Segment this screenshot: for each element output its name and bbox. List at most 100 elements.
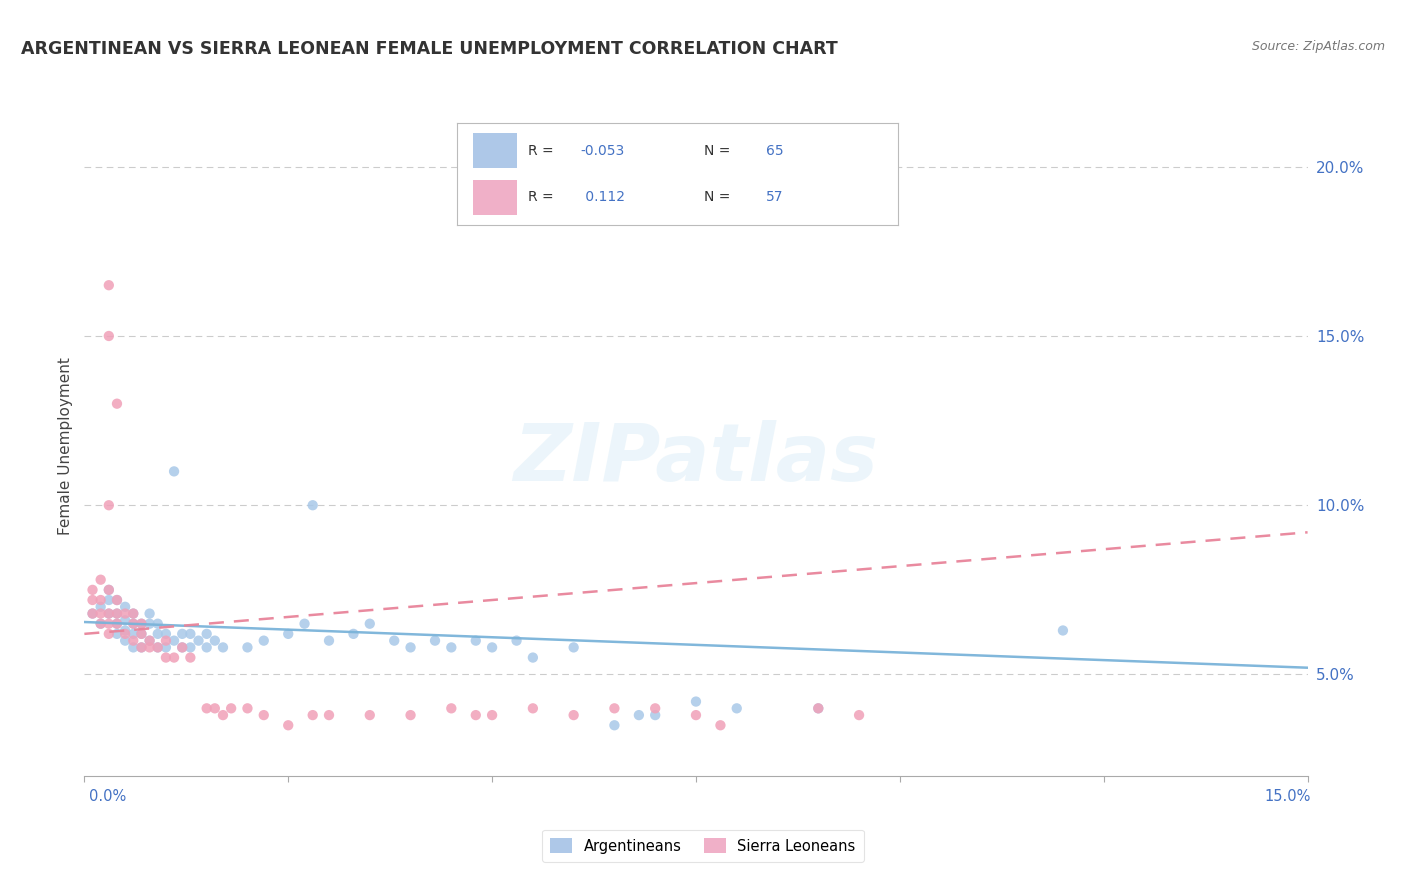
Point <box>294 616 316 631</box>
Point <box>440 701 463 715</box>
Point <box>97 278 120 293</box>
Point <box>155 633 177 648</box>
Point <box>114 607 136 621</box>
Point <box>97 329 120 343</box>
Point <box>219 701 242 715</box>
Point <box>562 640 585 655</box>
Point <box>82 593 104 607</box>
Point <box>204 633 226 648</box>
Point <box>423 633 446 648</box>
Point <box>105 607 128 621</box>
Point <box>155 640 177 655</box>
Point <box>163 633 186 648</box>
Point <box>464 633 486 648</box>
Point <box>146 640 169 655</box>
Point <box>195 627 218 641</box>
Point <box>105 397 128 411</box>
Point <box>195 701 218 715</box>
Point <box>277 627 299 641</box>
Point <box>155 627 177 641</box>
Point <box>179 640 201 655</box>
Point <box>122 616 145 631</box>
Point <box>105 607 128 621</box>
Point <box>685 695 707 709</box>
Point <box>179 650 201 665</box>
Point <box>481 708 503 723</box>
Point <box>114 627 136 641</box>
Point <box>236 701 259 715</box>
Point <box>464 708 486 723</box>
Point <box>163 464 186 478</box>
Point <box>97 616 120 631</box>
Point <box>481 640 503 655</box>
Point <box>172 640 194 655</box>
Point <box>146 616 169 631</box>
Point <box>90 607 112 621</box>
Point <box>114 633 136 648</box>
Point <box>342 627 364 641</box>
Point <box>522 701 544 715</box>
Point <box>522 650 544 665</box>
Point <box>187 633 209 648</box>
Point <box>155 650 177 665</box>
Point <box>179 627 201 641</box>
Point <box>318 633 340 648</box>
Point <box>318 708 340 723</box>
Point <box>97 498 120 512</box>
Point <box>146 627 169 641</box>
Point <box>253 708 276 723</box>
Point <box>131 640 153 655</box>
Point <box>122 627 145 641</box>
Point <box>97 607 120 621</box>
Point <box>105 627 128 641</box>
Point <box>131 616 153 631</box>
Point <box>138 633 160 648</box>
Point <box>685 708 707 723</box>
Point <box>603 718 626 732</box>
Point <box>212 640 235 655</box>
Point <box>122 633 145 648</box>
Point <box>90 599 112 614</box>
Point <box>399 640 422 655</box>
Point <box>1052 624 1074 638</box>
Point <box>105 616 128 631</box>
Point <box>122 640 145 655</box>
Point <box>90 573 112 587</box>
Point <box>114 599 136 614</box>
Point <box>236 640 259 655</box>
Point <box>97 582 120 597</box>
Point <box>138 607 160 621</box>
Point <box>105 593 128 607</box>
Point <box>97 582 120 597</box>
Point <box>97 627 120 641</box>
Point <box>301 498 323 512</box>
Point <box>440 640 463 655</box>
Point <box>122 607 145 621</box>
Y-axis label: Female Unemployment: Female Unemployment <box>58 357 73 535</box>
Point <box>97 593 120 607</box>
Point <box>82 607 104 621</box>
Point <box>131 640 153 655</box>
Point <box>131 616 153 631</box>
Text: ZIPatlas: ZIPatlas <box>513 420 879 499</box>
Legend: Argentineans, Sierra Leoneans: Argentineans, Sierra Leoneans <box>541 830 865 863</box>
Point <box>138 633 160 648</box>
Point <box>163 650 186 665</box>
Point <box>627 708 650 723</box>
Point <box>114 624 136 638</box>
Point <box>603 701 626 715</box>
Point <box>82 582 104 597</box>
Point <box>807 701 830 715</box>
Point <box>97 607 120 621</box>
Point <box>204 701 226 715</box>
Point <box>212 708 235 723</box>
Point <box>131 627 153 641</box>
Point <box>725 701 748 715</box>
Point <box>253 633 276 648</box>
Point <box>172 640 194 655</box>
Point <box>172 627 194 641</box>
Point <box>105 593 128 607</box>
Point <box>277 718 299 732</box>
Point <box>505 633 527 648</box>
Point <box>644 701 666 715</box>
